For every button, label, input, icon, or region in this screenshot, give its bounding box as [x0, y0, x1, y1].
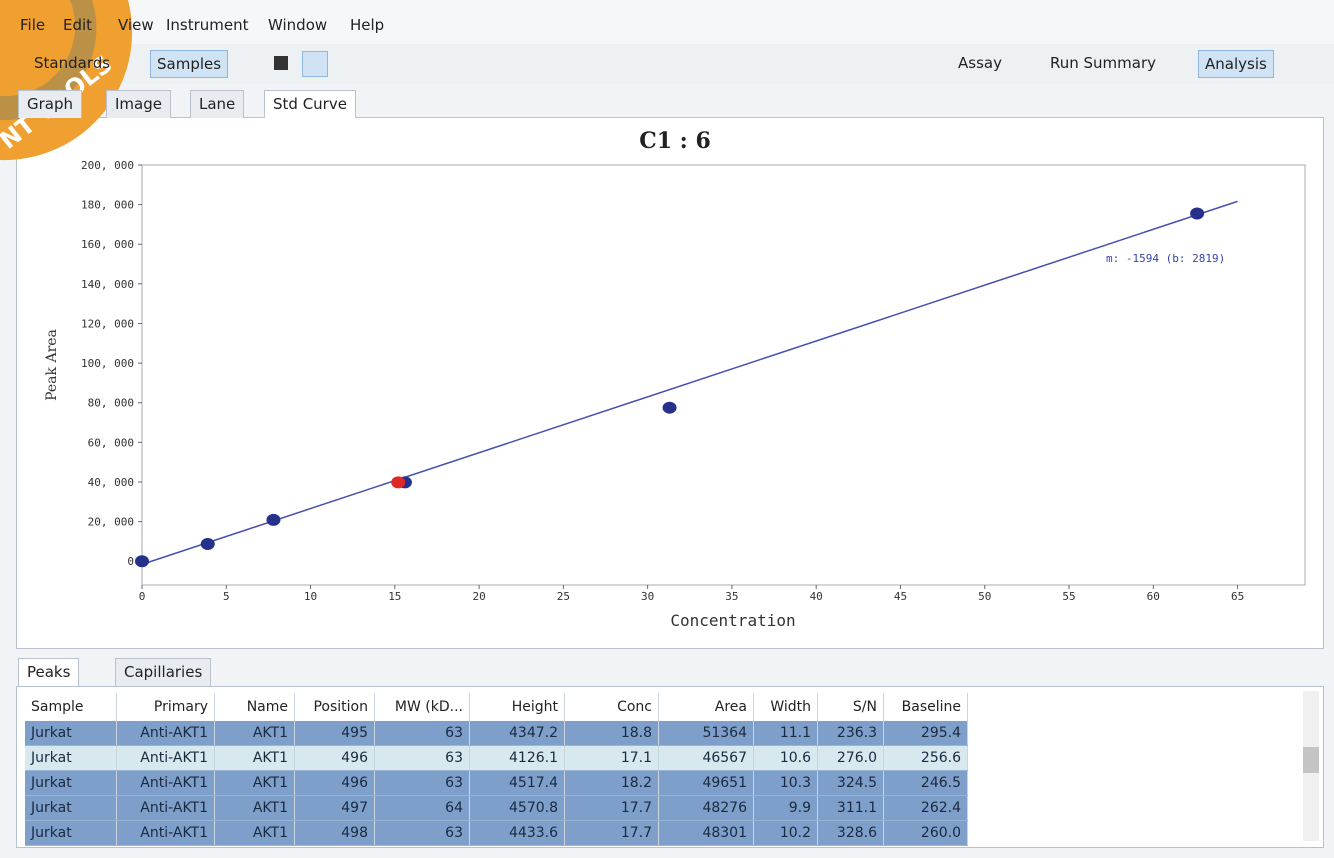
table-cell: Jurkat [25, 721, 117, 746]
table-cell: 236.3 [817, 721, 884, 746]
table-cell: 18.8 [564, 721, 659, 746]
table-cell: 496 [294, 770, 375, 796]
toolbar-button[interactable]: Analysis [1198, 50, 1274, 78]
table-cell: AKT1 [214, 820, 295, 846]
tab[interactable]: Capillaries [115, 658, 212, 686]
column-header[interactable]: Sample [25, 693, 117, 721]
table-cell: 63 [374, 721, 470, 746]
column-header[interactable]: Primary [116, 693, 215, 721]
badge-shape [0, 0, 133, 161]
table-cell: 63 [374, 820, 470, 846]
table-cell: 324.5 [817, 770, 884, 796]
table-row[interactable]: Jurkat Anti-AKT1 AKT1 497 64 4570.8 17.7 48276 9… [25, 795, 968, 821]
tab[interactable]: Peaks [18, 658, 80, 686]
table-cell: 48276 [658, 795, 754, 821]
tab[interactable]: Image [106, 90, 171, 118]
table-cell: Jurkat [25, 795, 117, 821]
column-header[interactable]: MW (kD... [374, 693, 470, 721]
column-header[interactable]: Baseline [883, 693, 968, 721]
table-cell: Anti-AKT1 [116, 820, 215, 846]
table-cell: Jurkat [25, 770, 117, 796]
peaks-table: Sample Primary Name Position MW (kD... Height… [25, 693, 968, 846]
table-row[interactable]: Jurkat Anti-AKT1 AKT1 496 63 4126.1 17.1 46567 1… [25, 745, 968, 771]
table-cell: 311.1 [817, 795, 884, 821]
menu-item[interactable]: View [118, 16, 154, 34]
menu-item[interactable]: Instrument [166, 16, 249, 34]
table-cell: AKT1 [214, 770, 295, 796]
toolbar-button[interactable]: Run Summary [1050, 54, 1157, 72]
table-cell: 256.6 [883, 745, 968, 771]
toolbar-button[interactable]: Standards [34, 54, 111, 72]
bottom-panel: Sample Primary Name Position MW (kD... Height… [16, 686, 1324, 848]
table-cell: 64 [374, 795, 470, 821]
table-cell: 262.4 [883, 795, 968, 821]
column-header[interactable]: Name [214, 693, 295, 721]
table-cell: 497 [294, 795, 375, 821]
table-cell: AKT1 [214, 721, 295, 746]
table-cell: 495 [294, 721, 375, 746]
table-row[interactable]: Jurkat Anti-AKT1 AKT1 498 63 4433.6 17.7 48301 1… [25, 820, 968, 846]
table-cell: AKT1 [214, 745, 295, 771]
table-cell: 4570.8 [469, 795, 565, 821]
table-cell: 63 [374, 770, 470, 796]
column-header[interactable]: Position [294, 693, 375, 721]
tab[interactable]: Lane [190, 90, 245, 118]
table-cell: 260.0 [883, 820, 968, 846]
table-cell: Jurkat [25, 745, 117, 771]
column-header[interactable]: Width [753, 693, 818, 721]
menu-item[interactable]: File [20, 16, 46, 34]
table-cell: Anti-AKT1 [116, 721, 215, 746]
table-cell: Anti-AKT1 [116, 795, 215, 821]
table-row[interactable]: Jurkat Anti-AKT1 AKT1 495 63 4347.2 18.8 51364 1… [25, 721, 968, 746]
table-cell: 18.2 [564, 770, 659, 796]
view-icon[interactable] [274, 56, 288, 70]
table-cell: 10.6 [753, 745, 818, 771]
table-cell: Jurkat [25, 820, 117, 846]
toolbar-button[interactable]: Assay [958, 54, 1002, 72]
table-cell: 10.3 [753, 770, 818, 796]
table-cell: 48301 [658, 820, 754, 846]
table-cell: 10.2 [753, 820, 818, 846]
table-cell: 4126.1 [469, 745, 565, 771]
toolbar-button[interactable]: Samples [150, 50, 229, 78]
table-cell: 295.4 [883, 721, 968, 746]
table-cell: 4433.6 [469, 820, 565, 846]
scroll-thumb [1303, 747, 1319, 773]
table-cell: 9.9 [753, 795, 818, 821]
tab[interactable]: Std Curve [264, 90, 356, 118]
table-cell: 4347.2 [469, 721, 565, 746]
table-cell: 4517.4 [469, 770, 565, 796]
column-header[interactable]: Area [658, 693, 754, 721]
table-cell: 246.5 [883, 770, 968, 796]
table-cell: 276.0 [817, 745, 884, 771]
table-cell: 496 [294, 745, 375, 771]
table-cell: 49651 [658, 770, 754, 796]
menu-item[interactable]: Help [350, 16, 385, 34]
header-row: Sample Primary Name Position MW (kD... Height… [25, 693, 968, 721]
table-cell: 17.7 [564, 820, 659, 846]
table-cell: 328.6 [817, 820, 884, 846]
chart-panel [16, 117, 1324, 649]
table-cell: 17.1 [564, 745, 659, 771]
table-cell: AKT1 [214, 795, 295, 821]
column-header[interactable]: S/N [817, 693, 884, 721]
view-icon[interactable] [302, 51, 328, 77]
table-cell: 63 [374, 745, 470, 771]
menu-item[interactable]: Edit [63, 16, 93, 34]
table-row[interactable]: Jurkat Anti-AKT1 AKT1 496 63 4517.4 18.2 49651 1… [25, 770, 968, 796]
scrollbar [1303, 691, 1319, 841]
table-cell: 498 [294, 820, 375, 846]
table-cell: 51364 [658, 721, 754, 746]
table-cell: 11.1 [753, 721, 818, 746]
menu-item[interactable]: Window [268, 16, 328, 34]
table-cell: 17.7 [564, 795, 659, 821]
table-cell: 46567 [658, 745, 754, 771]
table-cell: Anti-AKT1 [116, 770, 215, 796]
column-header[interactable]: Conc [564, 693, 659, 721]
column-header[interactable]: Height [469, 693, 565, 721]
table-cell: Anti-AKT1 [116, 745, 215, 771]
tab[interactable]: Graph [18, 90, 83, 118]
